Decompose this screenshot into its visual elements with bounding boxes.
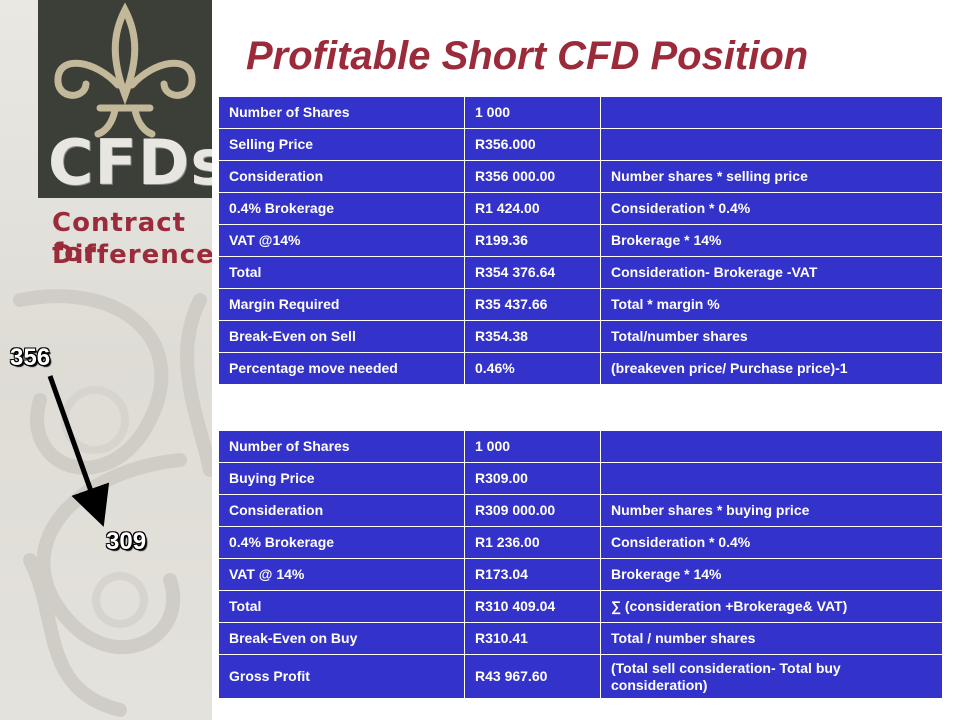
sell-table-cell-col1: Consideration: [218, 160, 465, 193]
sell-table-cell-col2: R356 000.00: [464, 160, 601, 193]
buy-table-cell-col2: R310.41: [464, 622, 601, 655]
buy-table-cell-col1: 0.4% Brokerage: [218, 526, 465, 559]
sell-table-cell-col3: [600, 96, 943, 129]
buy-position-table: Number of Shares 1 000 Buying Price R309.00…: [218, 430, 943, 699]
buy-table-cell-col2: R310 409.04: [464, 590, 601, 623]
buy-table-row: 0.4% Brokerage R1 236.00 Consideration * 0…: [218, 526, 943, 559]
buy-table-row: Total R310 409.04 ∑ (consideration +Broker…: [218, 590, 943, 623]
sell-table-row: Number of Shares 1 000: [218, 96, 943, 129]
sell-table-cell-col3: Consideration- Brokerage -VAT: [600, 256, 943, 289]
sell-table-cell-col3: Consideration * 0.4%: [600, 192, 943, 225]
buy-table-cell-col3: [600, 430, 943, 463]
sell-table-cell-col2: R35 437.66: [464, 288, 601, 321]
sell-table-row: Selling Price R356.000: [218, 128, 943, 161]
buy-table-row: Buying Price R309.00: [218, 462, 943, 495]
sell-table-cell-col3: (breakeven price/ Purchase price)-1: [600, 352, 943, 385]
buy-table-cell-col3: ∑ (consideration +Brokerage& VAT): [600, 590, 943, 623]
buy-table-cell-col2: R173.04: [464, 558, 601, 591]
buy-table-cell-col1: Consideration: [218, 494, 465, 527]
buy-table-cell-col2: R309 000.00: [464, 494, 601, 527]
sell-table-row: 0.4% Brokerage R1 424.00 Consideration * 0…: [218, 192, 943, 225]
sell-table-cell-col3: Brokerage * 14%: [600, 224, 943, 257]
buy-table-cell-col3: Total / number shares: [600, 622, 943, 655]
sell-table-row: Consideration R356 000.00 Number shares * …: [218, 160, 943, 193]
buy-table-cell-col1: Number of Shares: [218, 430, 465, 463]
sell-table-row: Percentage move needed 0.46% (breakeven pr…: [218, 352, 943, 385]
sell-table-cell-col3: [600, 128, 943, 161]
sell-table-row: Break-Even on Sell R354.38 Total/number sh…: [218, 320, 943, 353]
buy-table-cell-col3: Brokerage * 14%: [600, 558, 943, 591]
page-title: Profitable Short CFD Position: [246, 34, 809, 78]
sell-table-cell-col1: 0.4% Brokerage: [218, 192, 465, 225]
sell-table-cell-col1: Break-Even on Sell: [218, 320, 465, 353]
buy-table-row: Break-Even on Buy R310.41 Total / number s…: [218, 622, 943, 655]
sell-table-cell-col2: R1 424.00: [464, 192, 601, 225]
buy-table-row: VAT @ 14% R173.04 Brokerage * 14%: [218, 558, 943, 591]
sell-table-cell-col3: Total * margin %: [600, 288, 943, 321]
buy-table-cell-col1: Total: [218, 590, 465, 623]
sell-table-cell-col1: Total: [218, 256, 465, 289]
sell-table-row: Total R354 376.64 Consideration- Brokerage…: [218, 256, 943, 289]
sell-table-cell-col2: R356.000: [464, 128, 601, 161]
sell-table-row: Margin Required R35 437.66 Total * margin …: [218, 288, 943, 321]
sell-table-cell-col1: Number of Shares: [218, 96, 465, 129]
start-price-label: 356: [10, 344, 51, 371]
buy-table-cell-col3: [600, 462, 943, 495]
sell-table-cell-col2: 0.46%: [464, 352, 601, 385]
buy-table-cell-col1: Buying Price: [218, 462, 465, 495]
buy-table-row: Gross Profit R43 967.60 (Total sell consid…: [218, 654, 943, 699]
sell-position-table: Number of Shares 1 000 Selling Price R356.0…: [218, 96, 943, 385]
end-price-label: 309: [106, 528, 147, 555]
buy-table-cell-col3: (Total sell consideration- Total buy con…: [600, 654, 943, 699]
sell-table-cell-col1: Percentage move needed: [218, 352, 465, 385]
sell-table-cell-col3: Number shares * selling price: [600, 160, 943, 193]
buy-table-cell-col3: Number shares * buying price: [600, 494, 943, 527]
buy-table-cell-col2: 1 000: [464, 430, 601, 463]
buy-table-row: Consideration R309 000.00 Number shares * …: [218, 494, 943, 527]
sell-table-cell-col1: Selling Price: [218, 128, 465, 161]
buy-table-cell-col1: VAT @ 14%: [218, 558, 465, 591]
sell-table-cell-col2: R199.36: [464, 224, 601, 257]
sell-table-cell-col1: VAT @14%: [218, 224, 465, 257]
logo-brand: CFDs: [48, 126, 212, 199]
buy-table-cell-col1: Break-Even on Buy: [218, 622, 465, 655]
buy-table-cell-col2: R1 236.00: [464, 526, 601, 559]
sell-table-row: VAT @14% R199.36 Brokerage * 14%: [218, 224, 943, 257]
sell-table-cell-col2: R354.38: [464, 320, 601, 353]
sell-table-cell-col2: R354 376.64: [464, 256, 601, 289]
sell-table-cell-col3: Total/number shares: [600, 320, 943, 353]
logo-tagline-line1: Contract for: [52, 208, 187, 268]
buy-table-cell-col3: Consideration * 0.4%: [600, 526, 943, 559]
sell-table-cell-col2: 1 000: [464, 96, 601, 129]
buy-table-cell-col1: Gross Profit: [218, 654, 465, 699]
buy-table-row: Number of Shares 1 000: [218, 430, 943, 463]
buy-table-cell-col2: R309.00: [464, 462, 601, 495]
decorative-swirl-icon: [13, 0, 212, 717]
logo-sidebar: CFDs Contract for Difference: [0, 0, 212, 720]
logo-tagline-line2: Difference: [52, 240, 212, 270]
buy-table-cell-col2: R43 967.60: [464, 654, 601, 699]
sell-table-cell-col1: Margin Required: [218, 288, 465, 321]
